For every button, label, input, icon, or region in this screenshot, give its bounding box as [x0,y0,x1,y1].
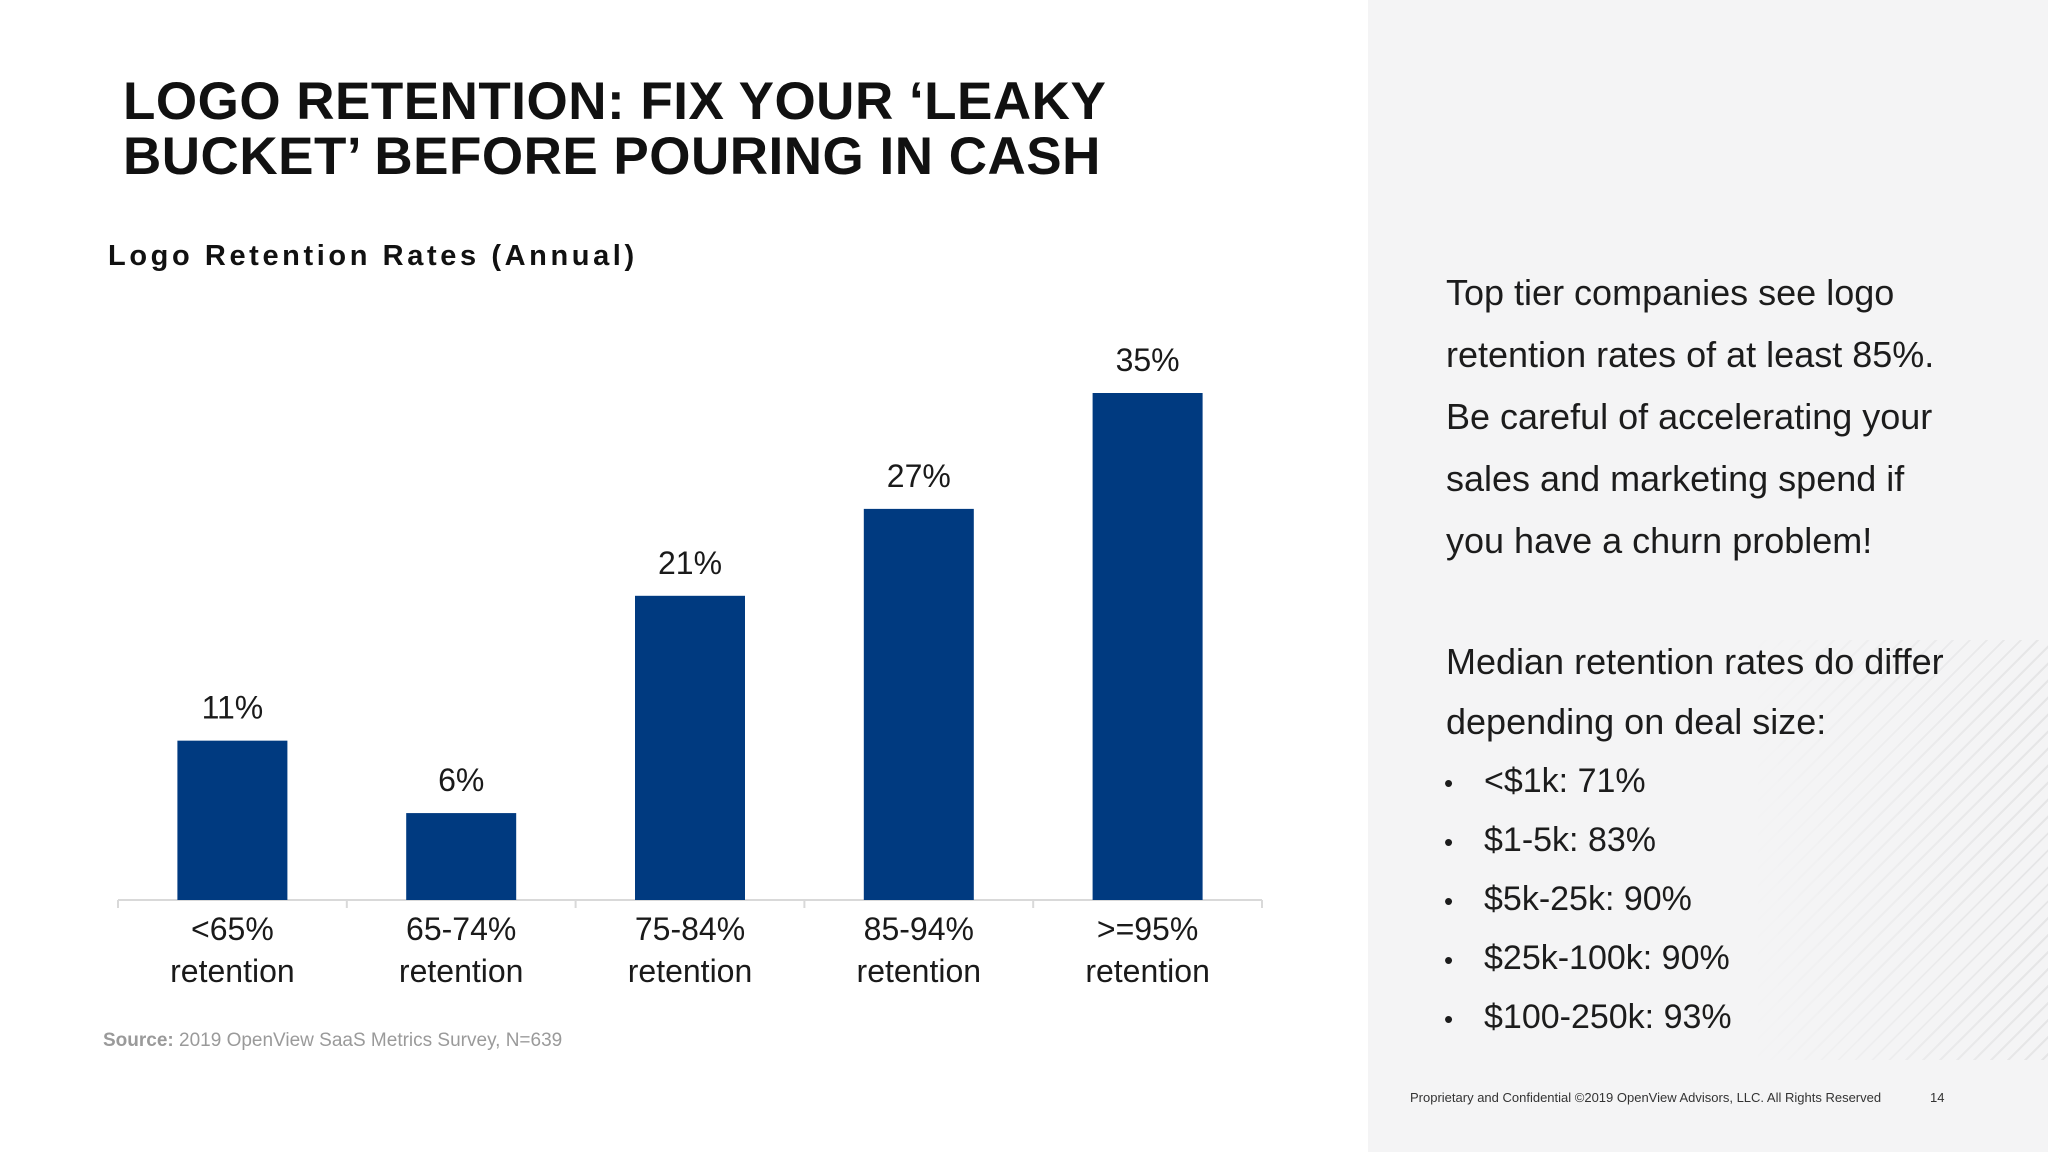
source-label: Source: [103,1030,174,1051]
sidebar-paragraph-line: Be careful of accelerating your [1446,396,1933,437]
bar [177,740,288,900]
list-item: • $100-250k: 93% [1444,989,1732,1048]
slide-title: LOGO RETENTION: FIX YOUR ‘LEAKY BUCKET’ … [123,74,1106,184]
deal-size-list: • <$1k: 71% • $1-5k: 83% • $5k-25k: 90% • $2… [1444,753,1732,1048]
data-label: 35% [1116,342,1180,378]
page-number: 14 [1930,1090,1945,1105]
x-tick-label: <65% [191,911,274,947]
sidebar-panel [1368,0,2048,1152]
x-tick-label: retention [399,953,524,989]
list-item-text: <$1k: 71% [1484,762,1646,800]
sidebar-paragraph-line: sales and marketing spend if [1446,458,1905,499]
list-item-text: $5k-25k: 90% [1484,880,1692,918]
bullet-icon: • [1444,945,1454,975]
bullet-icon: • [1444,827,1454,857]
data-label: 6% [438,762,484,798]
footer-copyright: Proprietary and Confidential ©2019 OpenV… [1410,1090,1882,1105]
list-item: • $5k-25k: 90% [1444,871,1732,930]
bullet-icon: • [1444,768,1454,798]
x-tick-label: 65-74% [406,911,516,947]
bullet-icon: • [1444,1004,1454,1034]
data-label: 11% [202,690,264,726]
bar [635,595,745,900]
x-tick-label: retention [1085,953,1210,989]
bar-chart: 11% <65% retention 6% 65-74% retention 21% 75-8… [117,342,1263,989]
x-tick-label: retention [857,953,982,989]
list-item-text: $25k-100k: 90% [1484,939,1730,977]
list-item-text: $100-250k: 93% [1484,998,1732,1036]
data-label: 21% [658,545,722,581]
x-tick-label: retention [628,953,753,989]
list-item-text: $1-5k: 83% [1484,821,1656,859]
data-label: 27% [887,458,951,494]
x-tick-label: 85-94% [864,911,974,947]
decorative-hatch-pattern [1748,640,2048,1060]
sidebar-paragraph-line: Top tier companies see logo [1446,272,1895,313]
slide-title-line-2: BUCKET’ BEFORE POURING IN CASH [123,127,1101,186]
slide-title-line-1: LOGO RETENTION: FIX YOUR ‘LEAKY [123,72,1107,131]
list-item: • <$1k: 71% [1444,753,1732,812]
sidebar-paragraph-line: you have a churn problem! [1446,520,1873,561]
bar [1092,393,1203,900]
chart-title: Logo Retention Rates (Annual) [108,240,638,272]
median-heading-line: depending on deal size: [1446,701,1827,742]
sidebar-paragraph: Top tier companies see logo retention ra… [1446,262,2006,572]
sidebar-paragraph-line: retention rates of at least 85%. [1446,334,1935,375]
bar [863,508,974,900]
source-text: 2019 OpenView SaaS Metrics Survey, N=639 [173,1030,563,1051]
median-heading-line: Median retention rates do differ [1446,641,1944,682]
source-note: Source: 2019 OpenView SaaS Metrics Surve… [103,1030,562,1052]
list-item: • $1-5k: 83% [1444,812,1732,871]
x-tick-label: retention [170,953,295,989]
bar [406,813,517,900]
bullet-icon: • [1444,886,1454,916]
x-tick-label: >=95% [1097,911,1198,947]
list-item: • $25k-100k: 90% [1444,930,1732,989]
x-tick-label: 75-84% [635,911,745,947]
median-heading: Median retention rates do differ dependi… [1446,632,2026,752]
